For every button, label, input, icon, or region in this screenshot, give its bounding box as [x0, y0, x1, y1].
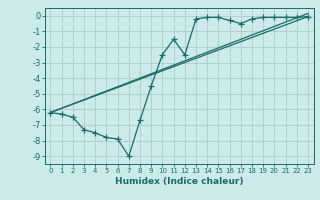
X-axis label: Humidex (Indice chaleur): Humidex (Indice chaleur) — [115, 177, 244, 186]
